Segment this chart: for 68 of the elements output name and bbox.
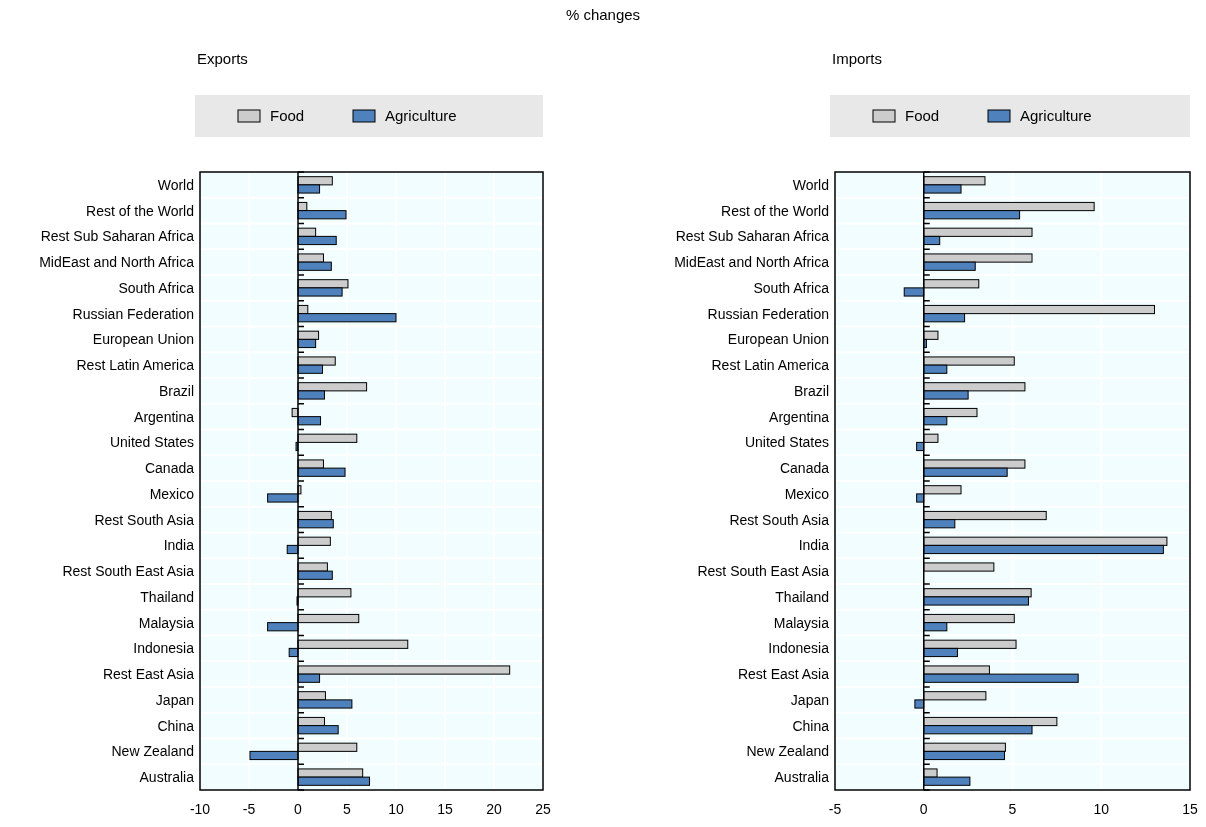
- y-tick-label: Brazil: [793, 382, 829, 399]
- x-tick-label: 5: [343, 801, 352, 817]
- y-tick-label: Japan: [790, 691, 829, 708]
- y-tick-label: Rest South Asia: [729, 511, 830, 528]
- y-tick-label: MidEast and North Africa: [39, 254, 195, 271]
- y-tick-label: New Zealand: [111, 743, 194, 760]
- y-tick-label: European Union: [92, 331, 194, 348]
- y-tick-label: China: [157, 717, 195, 734]
- y-tick-label: South Africa: [753, 279, 830, 296]
- legend-label: Food: [905, 107, 940, 124]
- y-tick-label: Rest of the World: [86, 202, 194, 219]
- x-tick-label: -5: [828, 801, 842, 817]
- y-tick-label: Indonesia: [768, 640, 830, 657]
- legend-label: Food: [270, 107, 305, 124]
- y-tick-label: Malaysia: [138, 614, 195, 631]
- y-tick-label: MidEast and North Africa: [674, 254, 830, 271]
- legend-label: Agriculture: [1020, 107, 1092, 124]
- y-tick-label: China: [792, 717, 830, 734]
- y-tick-label: Brazil: [158, 382, 194, 399]
- x-tick-label: 20: [486, 801, 502, 817]
- y-tick-label: Malaysia: [773, 614, 830, 631]
- y-tick-label: India: [163, 537, 195, 554]
- x-tick-label: -10: [189, 801, 211, 817]
- y-tick-label: World: [792, 176, 829, 193]
- y-tick-label: Mexico: [784, 485, 830, 502]
- y-tick-label: Rest South East Asia: [62, 563, 195, 580]
- y-tick-label: New Zealand: [746, 743, 829, 760]
- legend-label: Agriculture: [385, 107, 457, 124]
- y-tick-label: Argentina: [769, 408, 830, 425]
- y-tick-label: Argentina: [134, 408, 195, 425]
- y-tick-label: Rest South East Asia: [697, 563, 830, 580]
- y-tick-label: European Union: [727, 331, 829, 348]
- y-tick-label: United States: [744, 434, 829, 451]
- y-tick-label: Rest Sub Saharan Africa: [675, 228, 830, 245]
- x-tick-label: 0: [294, 801, 303, 817]
- y-tick-label: Japan: [155, 691, 194, 708]
- y-tick-label: Canada: [144, 460, 195, 477]
- x-tick-label: -5: [242, 801, 256, 817]
- x-tick-label: 5: [1008, 801, 1017, 817]
- y-tick-label: South Africa: [118, 279, 195, 296]
- y-tick-label: Russian Federation: [707, 305, 829, 322]
- y-tick-label: Thailand: [775, 588, 829, 605]
- x-tick-label: 0: [919, 801, 928, 817]
- x-tick-label: 15: [437, 801, 453, 817]
- y-tick-label: World: [157, 176, 194, 193]
- y-tick-label: Rest Sub Saharan Africa: [40, 228, 195, 245]
- y-tick-label: Indonesia: [133, 640, 195, 657]
- chart-title: Exports: [197, 50, 248, 67]
- x-tick-label: 15: [1182, 801, 1198, 817]
- y-tick-label: Rest East Asia: [737, 666, 830, 683]
- y-tick-label: Russian Federation: [72, 305, 194, 322]
- y-tick-label: Rest of the World: [721, 202, 829, 219]
- y-tick-label: Thailand: [140, 588, 194, 605]
- x-tick-label: 10: [388, 801, 404, 817]
- y-tick-label: Rest South Asia: [94, 511, 195, 528]
- x-tick-label: 25: [535, 801, 551, 817]
- y-tick-label: Canada: [779, 460, 830, 477]
- y-tick-label: India: [798, 537, 830, 554]
- y-tick-label: Australia: [139, 769, 195, 786]
- y-tick-label: Rest Latin America: [711, 357, 830, 374]
- y-tick-label: Australia: [774, 769, 830, 786]
- y-tick-label: Mexico: [149, 485, 195, 502]
- y-tick-label: Rest East Asia: [102, 666, 195, 683]
- chart-title: Imports: [832, 50, 883, 67]
- y-tick-label: Rest Latin America: [76, 357, 195, 374]
- x-tick-label: 10: [1093, 801, 1110, 817]
- y-tick-label: United States: [109, 434, 194, 451]
- text: % changes: [565, 6, 641, 23]
